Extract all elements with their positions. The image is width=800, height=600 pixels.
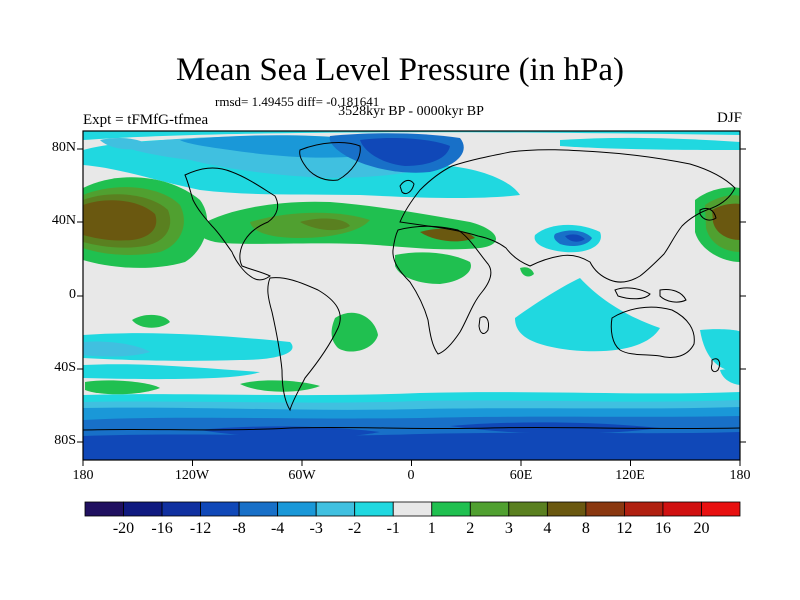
colorbar-swatch	[277, 501, 317, 517]
colorbar-swatch	[431, 501, 471, 517]
colorbar-swatch	[662, 501, 702, 517]
colorbar-label: 20	[693, 520, 710, 537]
colorbar-label: -3	[309, 520, 323, 537]
colorbar-swatch	[508, 501, 548, 517]
colorbar-swatch	[238, 501, 279, 517]
colorbar-label: -20	[112, 520, 135, 537]
lat-label-40n: 40N	[51, 213, 76, 228]
colorbar-swatch	[546, 501, 587, 517]
lon-label-180w: 180	[72, 468, 94, 483]
colorbar-swatch	[84, 501, 124, 517]
colorbar-swatch	[701, 501, 741, 517]
lon-label-0: 0	[407, 468, 415, 483]
axis-ticks	[77, 148, 746, 466]
colorbar-swatch	[354, 501, 394, 517]
lon-label-180e: 180	[729, 468, 751, 483]
lon-label-120w: 120W	[174, 468, 210, 483]
lon-label-60w: 60W	[288, 468, 316, 483]
coastlines	[83, 142, 740, 431]
colorbar-swatch	[624, 501, 664, 517]
colorbar-label: 8	[581, 520, 590, 537]
colorbar-label: -16	[151, 520, 173, 537]
lon-label-120e: 120E	[615, 468, 645, 483]
colorbar-swatch	[392, 501, 433, 517]
rmsd-stats: rmsd= 1.49455 diff= -0.181641	[215, 94, 380, 109]
colorbar-label: 1	[427, 520, 436, 537]
colorbar-label: 2	[466, 520, 475, 537]
colorbar-swatch	[315, 501, 356, 517]
season-label: DJF	[716, 110, 742, 126]
lat-label-0: 0	[69, 287, 76, 302]
colorbar-label: 4	[543, 520, 552, 537]
map-title: Mean Sea Level Pressure (in hPa)	[175, 52, 625, 88]
colorbar-swatch	[123, 501, 163, 517]
experiment-label: Expt = tFMfG-tfmea	[83, 112, 209, 128]
colorbar-swatch	[469, 501, 510, 517]
colorbar-label: 3	[504, 520, 513, 537]
lat-label-80n: 80N	[51, 140, 76, 155]
colorbar-label: -1	[386, 520, 400, 537]
lon-label-60e: 60E	[509, 468, 533, 483]
colorbar-label: -4	[270, 520, 285, 537]
pressure-field	[83, 131, 740, 460]
colorbar-swatch	[161, 501, 201, 517]
colorbar-label: -2	[348, 520, 362, 537]
time-period: 3528kyr BP - 0000kyr BP	[338, 104, 484, 119]
colorbar-label: -12	[189, 520, 212, 537]
colorbar	[84, 501, 741, 517]
colorbar-label: 16	[654, 520, 671, 537]
colorbar-swatch	[200, 501, 240, 517]
lat-label-80s: 80S	[54, 433, 76, 448]
lat-label-40s: 40S	[54, 360, 76, 375]
colorbar-label: -8	[232, 520, 246, 537]
colorbar-swatch	[585, 501, 625, 517]
colorbar-label: 12	[616, 520, 633, 537]
